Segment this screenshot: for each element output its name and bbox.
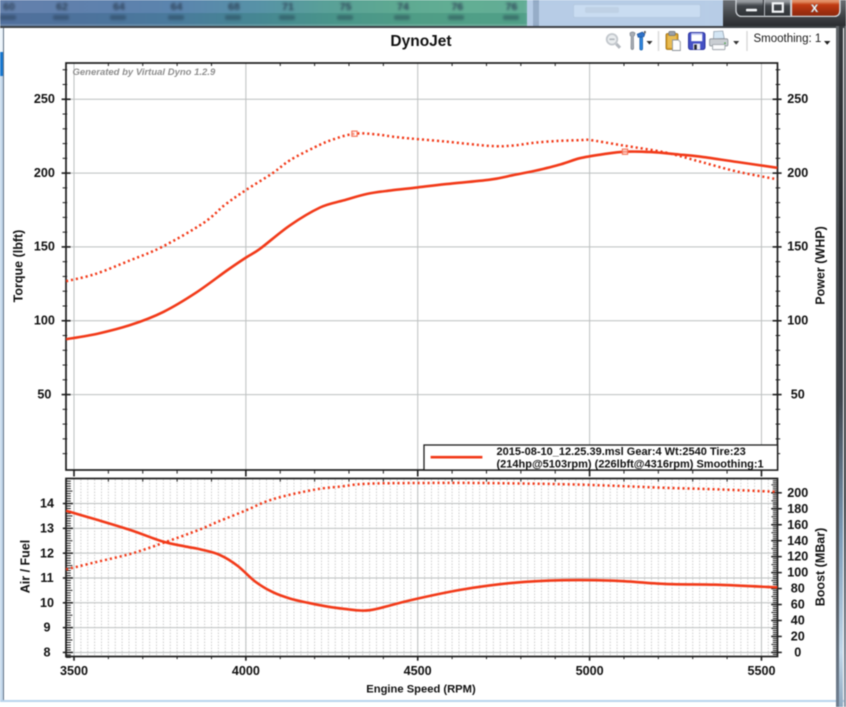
- svg-text:200: 200: [787, 166, 808, 180]
- svg-text:150: 150: [787, 240, 808, 254]
- svg-text:80: 80: [791, 582, 805, 596]
- svg-text:0: 0: [794, 646, 801, 660]
- svg-text:140: 140: [787, 534, 808, 548]
- svg-text:2015-08-10_12.25.39.msl Gear:4: 2015-08-10_12.25.39.msl Gear:4 Wt:2540 T…: [497, 446, 746, 458]
- svg-text:40: 40: [791, 614, 805, 628]
- svg-text:100: 100: [787, 566, 808, 580]
- svg-text:3500: 3500: [60, 664, 88, 678]
- svg-text:10: 10: [40, 596, 54, 610]
- svg-text:8: 8: [43, 646, 50, 660]
- svg-text:50: 50: [791, 387, 805, 401]
- svg-text:200: 200: [787, 486, 808, 500]
- svg-text:200: 200: [34, 166, 55, 180]
- svg-text:(214hp@5103rpm) (226lbft@4316r: (214hp@5103rpm) (226lbft@4316rpm) Smooth…: [497, 459, 764, 471]
- svg-text:160: 160: [787, 518, 808, 532]
- svg-text:13: 13: [40, 521, 54, 535]
- svg-text:11: 11: [40, 571, 53, 585]
- svg-text:12: 12: [40, 546, 54, 560]
- svg-text:4500: 4500: [404, 664, 432, 678]
- svg-text:4000: 4000: [232, 664, 260, 678]
- svg-text:14: 14: [40, 497, 54, 511]
- svg-text:Power (WHP): Power (WHP): [814, 226, 828, 304]
- svg-text:250: 250: [34, 92, 55, 106]
- svg-text:150: 150: [34, 240, 55, 254]
- svg-text:Air / Fuel: Air / Fuel: [19, 540, 33, 593]
- svg-text:5000: 5000: [576, 664, 604, 678]
- svg-text:Generated by Virtual Dyno 1.2.: Generated by Virtual Dyno 1.2.9: [73, 67, 216, 78]
- svg-text:180: 180: [787, 502, 808, 516]
- svg-text:250: 250: [787, 92, 808, 106]
- svg-text:120: 120: [787, 550, 808, 564]
- svg-text:60: 60: [791, 598, 805, 612]
- svg-text:5500: 5500: [747, 664, 775, 678]
- svg-text:100: 100: [787, 314, 808, 328]
- svg-text:50: 50: [37, 387, 51, 401]
- svg-text:Boost (MBar): Boost (MBar): [814, 528, 828, 606]
- svg-text:9: 9: [43, 621, 50, 635]
- svg-text:Torque (lbft): Torque (lbft): [12, 230, 26, 303]
- svg-text:20: 20: [791, 630, 805, 644]
- svg-text:Engine Speed (RPM): Engine Speed (RPM): [366, 683, 476, 695]
- svg-text:x: x: [811, 0, 819, 15]
- svg-text:100: 100: [34, 314, 55, 328]
